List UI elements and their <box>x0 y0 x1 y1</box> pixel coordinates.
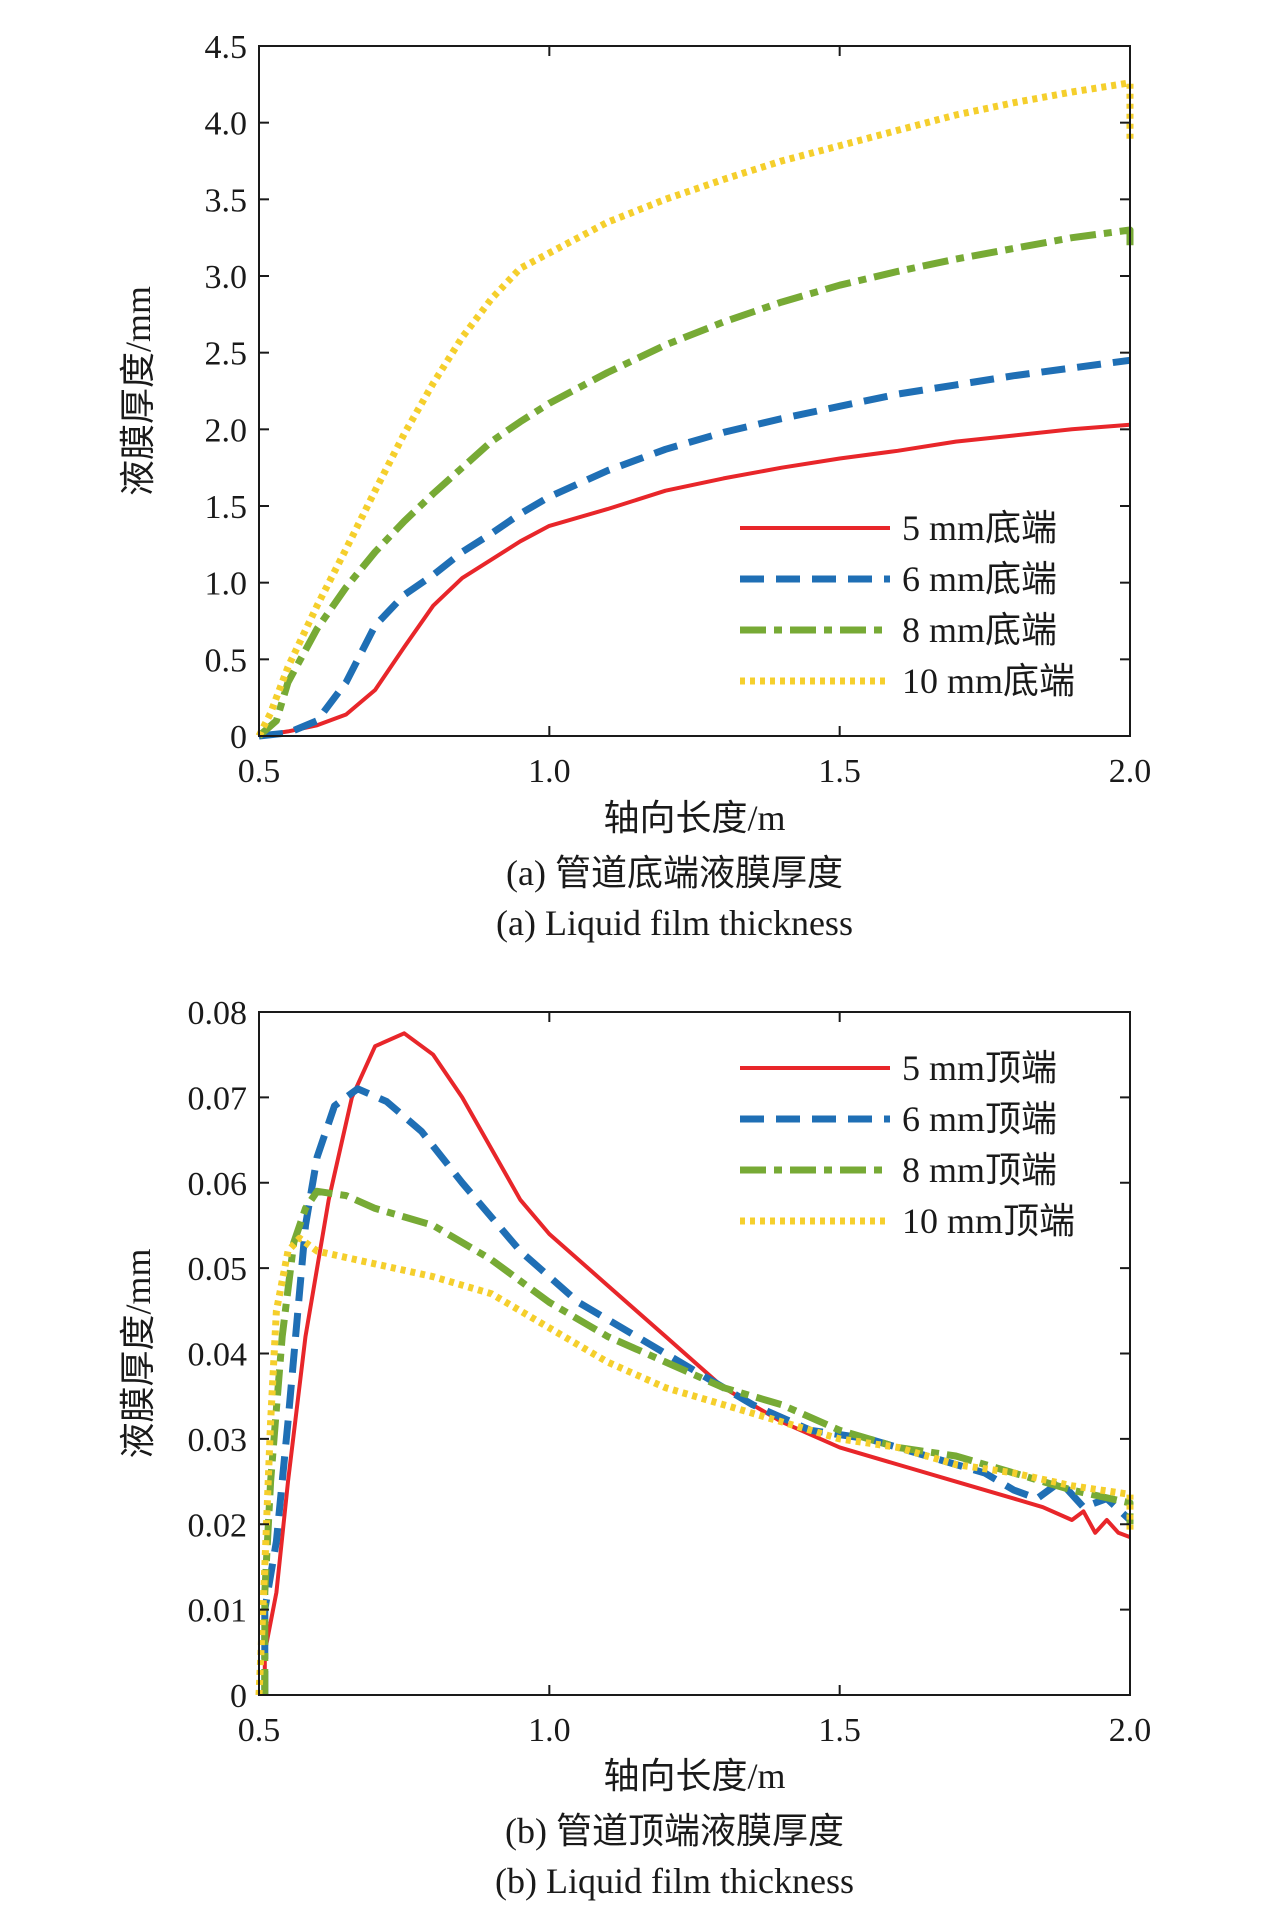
y-tick-label: 0.08 <box>188 995 248 1032</box>
y-tick-label: 3.0 <box>205 259 248 296</box>
y-tick-label: 2.0 <box>205 412 248 449</box>
x-axis-title: 轴向长度/m <box>603 1756 785 1796</box>
x-tick-label: 1.5 <box>818 753 861 790</box>
y-axis-title: 液膜厚度/mm <box>118 1248 158 1458</box>
y-tick-label: 0.03 <box>188 1422 248 1459</box>
y-tick-label: 4.0 <box>205 106 248 143</box>
caption-chinese: (b) 管道顶端液膜厚度 <box>505 1811 844 1851</box>
y-tick-label: 0 <box>230 1678 247 1715</box>
legend-label: 10 mm顶端 <box>902 1201 1075 1241</box>
legend-label: 8 mm底端 <box>902 610 1057 650</box>
series-line-a-3 <box>255 79 1134 738</box>
legend-label: 6 mm底端 <box>902 559 1057 599</box>
y-tick-label: 1.0 <box>205 566 248 603</box>
y-tick-label: 0 <box>230 719 247 756</box>
legend-label: 8 mm顶端 <box>902 1150 1057 1190</box>
series-line-b-0 <box>262 1031 1131 1695</box>
series-line-b-3 <box>255 1234 1134 1696</box>
legend: 5 mm顶端 6 mm顶端 8 mm顶端 10 mm顶端 <box>740 1048 1075 1241</box>
x-tick-label: 1.0 <box>528 753 571 790</box>
y-tick-label: 0.01 <box>188 1593 248 1630</box>
caption-english: (b) Liquid film thickness <box>495 1861 854 1901</box>
legend-label: 5 mm底端 <box>902 508 1057 548</box>
y-tick-label: 0.04 <box>188 1337 248 1374</box>
legend: 5 mm底端 6 mm底端 8 mm底端 10 mm底端 <box>740 508 1075 701</box>
y-tick-label: 0.06 <box>188 1166 248 1203</box>
y-tick-label: 0.05 <box>188 1251 248 1288</box>
legend-label: 10 mm底端 <box>902 661 1075 701</box>
series-line-b-1 <box>261 1085 1133 1695</box>
caption-english: (a) Liquid film thickness <box>496 903 853 943</box>
y-tick-label: 2.5 <box>205 336 248 373</box>
x-tick-label: 1.0 <box>528 1712 571 1749</box>
legend-label: 6 mm顶端 <box>902 1099 1057 1139</box>
plot-frame <box>258 45 1131 737</box>
y-tick-label: 0.02 <box>188 1507 248 1544</box>
chart-panel-a: 00.51.01.52.02.53.03.54.04.50.5 1.0 1.5 2.0… <box>118 29 1151 943</box>
y-tick-label: 1.5 <box>205 489 248 526</box>
x-tick-label: 1.5 <box>818 1712 861 1749</box>
series-line-b-2 <box>261 1187 1134 1695</box>
series-line-a-1 <box>258 356 1131 740</box>
x-tick-label: 2.0 <box>1109 753 1152 790</box>
series-line-a-2 <box>256 226 1134 739</box>
y-tick-label: 0.07 <box>188 1080 248 1117</box>
chart-panel-b: 0 0.01 0.02 0.03 0.04 0.05 0.06 0.07 0.08 0.5 1.0 1… <box>118 995 1151 1901</box>
y-tick-label: 3.5 <box>205 182 248 219</box>
y-axis-title: 液膜厚度/mm <box>118 286 158 496</box>
x-tick-label: 0.5 <box>238 753 281 790</box>
y-tick-label: 4.5 <box>205 29 248 66</box>
y-tick-label: 0.5 <box>205 642 248 679</box>
x-axis-title: 轴向长度/m <box>603 798 785 838</box>
legend-label: 5 mm顶端 <box>902 1048 1057 1088</box>
x-tick-label: 2.0 <box>1109 1712 1152 1749</box>
x-tick-label: 0.5 <box>238 1712 281 1749</box>
caption-chinese: (a) 管道底端液膜厚度 <box>506 853 843 893</box>
series-line-a-0 <box>258 422 1131 738</box>
